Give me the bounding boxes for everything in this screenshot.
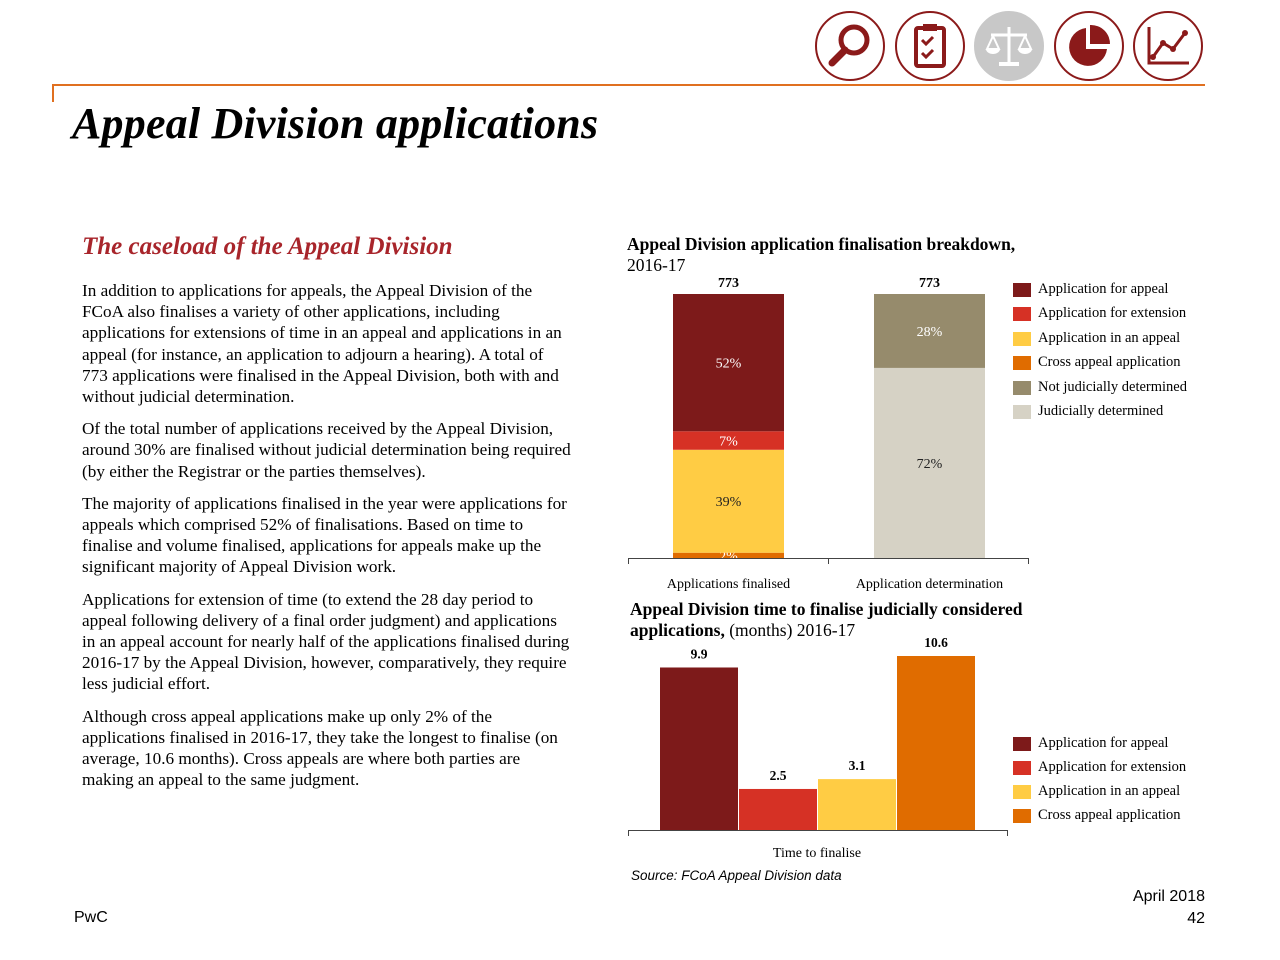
bar-segment-application-for-appeal: [673, 294, 784, 432]
page-number: 42: [1187, 910, 1205, 927]
bar-cross-appeal-application: [897, 656, 975, 830]
segment-label: 52%: [716, 357, 742, 372]
legend-label: Application in an appeal: [1038, 329, 1181, 346]
bar-value-label: 2.5: [770, 768, 787, 783]
segment-label: 2%: [719, 549, 738, 564]
legend-swatch: [1013, 307, 1031, 322]
bar-value-label: 10.6: [924, 635, 948, 650]
legend-swatch: [1013, 283, 1031, 297]
legend-label: Judicially determined: [1038, 403, 1164, 419]
legend-swatch: [1013, 737, 1031, 751]
legend-label: Cross appeal application: [1038, 807, 1181, 823]
pie-chart-icon[interactable]: [1054, 11, 1124, 81]
bar-segment-not-judicially-determined: [874, 294, 985, 368]
chart2-title-bold-2: applications,: [630, 620, 725, 640]
legend-swatch: [1013, 331, 1031, 346]
navigation-icons: [815, 11, 1207, 85]
header-divider-tick: [52, 84, 54, 102]
section-heading: The caseload of the Appeal Division: [82, 233, 453, 260]
bar-total-label: 773: [919, 276, 940, 291]
chart2-legend: Application for appeal Application for ex…: [1013, 735, 1233, 837]
bar-value-label: 3.1: [849, 758, 866, 773]
paragraph-2: Of the total number of applications rece…: [82, 419, 571, 481]
bar-application-for-extension: [739, 788, 817, 830]
bar-value-label: 9.9: [691, 646, 708, 661]
scales-icon[interactable]: [974, 11, 1044, 81]
bar-application-in-an-appeal: [818, 779, 896, 830]
paragraph-1: In addition to applications for appeals,…: [82, 281, 562, 407]
bar-segment-cross-appeal-application: [673, 552, 784, 558]
chart1-title: Appeal Division application finalisation…: [627, 234, 1015, 276]
category-label: Applications finalised: [667, 577, 790, 592]
chart2-title-rest: (months) 2016-17: [729, 620, 856, 640]
line-chart-icon[interactable]: [1133, 11, 1203, 81]
segment-label: 72%: [917, 457, 943, 472]
source-note: Source: FCoA Appeal Division data: [631, 868, 842, 883]
legend-swatch: [1013, 380, 1031, 395]
chart1-legend: Application for appeal Application for ex…: [1013, 281, 1233, 433]
legend-label: Application in an appeal: [1038, 783, 1181, 799]
time-to-finalise-bar-chart: 9.9 2.5 3.1 10.6 Time to finalise: [628, 635, 1008, 861]
segment-label: 7%: [719, 435, 738, 450]
x-axis-label: Time to finalise: [773, 846, 861, 861]
paragraph-5: Although cross appeal applications make …: [82, 706, 558, 790]
segment-label: 39%: [716, 495, 742, 510]
stacked-bar-chart: 2% 39% 7% 52% 773 Applications finalised 72% 28…: [628, 276, 1029, 592]
legend-label: Not judicially determined: [1038, 378, 1187, 395]
bar-segment-application-for-extension: [673, 431, 784, 450]
legend-label: Cross appeal application: [1038, 354, 1181, 371]
bar-total-label: 773: [718, 276, 739, 291]
legend-label: Application for extension: [1038, 759, 1187, 775]
footer-info: April 2018 42: [1133, 886, 1205, 930]
legend-label: Application for appeal: [1038, 735, 1169, 751]
chart2-title: Appeal Division time to finalise judicia…: [630, 599, 1022, 641]
legend-label: Application for extension: [1038, 305, 1187, 322]
bar-application-for-appeal: [660, 667, 738, 830]
legend-swatch: [1013, 809, 1031, 823]
chart1-title-rest: 2016-17: [627, 255, 686, 275]
clipboard-check-icon[interactable]: [895, 11, 965, 81]
search-icon[interactable]: [815, 11, 885, 81]
segment-label: 28%: [917, 325, 943, 340]
legend-swatch: [1013, 356, 1031, 371]
footer-date: April 2018: [1132, 888, 1205, 905]
paragraph-3: The majority of applications finalised i…: [82, 493, 567, 577]
chart2-title-bold-1: Appeal Division time to finalise judicia…: [630, 599, 1023, 619]
bar-segment-application-in-an-appeal: [673, 449, 784, 553]
bar-segment-judicially-determined: [874, 367, 985, 558]
paragraph-4: Applications for extension of time (to e…: [82, 589, 570, 694]
legend-swatch: [1013, 761, 1031, 775]
legend-swatch: [1013, 405, 1031, 419]
body-text: In addition to applications for appeals,…: [82, 280, 572, 801]
footer-brand: PwC: [74, 909, 108, 926]
legend-label: Application for appeal: [1038, 281, 1169, 297]
category-label: Application determination: [856, 577, 1003, 592]
legend-swatch: [1013, 785, 1031, 799]
header-divider: [52, 84, 1205, 86]
chart1-title-bold: Appeal Division application finalisation…: [627, 234, 1016, 254]
page-title: Appeal Division applications: [72, 99, 599, 148]
